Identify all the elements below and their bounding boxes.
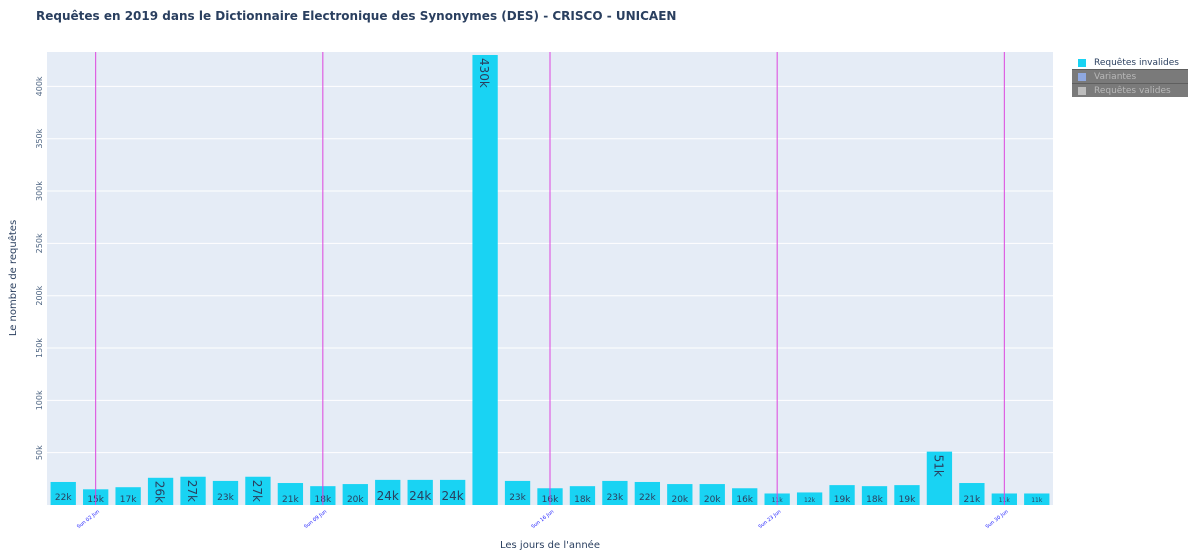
bar[interactable] <box>180 476 206 505</box>
bar[interactable] <box>569 486 596 505</box>
y-tick-label: 350k <box>35 128 44 148</box>
bar[interactable] <box>504 480 531 505</box>
x-tick-label: Sun 23 Jun <box>758 509 783 530</box>
y-tick-label: 300k <box>35 181 44 201</box>
bar[interactable] <box>277 483 304 505</box>
bar[interactable] <box>829 485 855 505</box>
y-axis-ticks: 50k 100k 150k 200k 250k 300k 350k 400k <box>35 76 44 460</box>
bar[interactable] <box>212 480 239 505</box>
bar[interactable] <box>50 481 76 505</box>
x-tick-label: Sun 09 Jun <box>303 509 328 530</box>
legend-swatch <box>1078 72 1086 81</box>
bar-data-label: 24k <box>409 489 431 503</box>
legend-item-requetes-valides[interactable]: Requêtes valides <box>1072 83 1188 97</box>
bar-data-label: 22k <box>639 493 656 503</box>
bar-data-label: 18k <box>866 495 883 505</box>
bar[interactable] <box>375 479 401 505</box>
bar-data-label: 18k <box>574 495 591 505</box>
bar[interactable] <box>115 487 141 505</box>
bar[interactable] <box>667 484 693 505</box>
bar-data-label: 24k <box>442 489 464 503</box>
bar-data-label: 20k <box>671 495 688 505</box>
bar-data-label: 22k <box>55 493 72 503</box>
x-axis-label: Les jours de l'année <box>500 539 600 551</box>
bar[interactable] <box>439 479 466 505</box>
bar[interactable] <box>699 484 725 505</box>
bar-data-label: 19k <box>834 495 851 505</box>
y-tick-label: 150k <box>35 338 44 358</box>
bar-data-label: 11k <box>1031 497 1043 504</box>
legend: Requêtes invalides Variantes Requêtes va… <box>1072 56 1188 97</box>
y-axis-label: Le nombre de requêtes <box>7 220 19 336</box>
week-markers <box>95 52 1005 505</box>
bar-data-label: 26k <box>153 481 167 503</box>
bar[interactable] <box>342 484 368 505</box>
bar-data-label: 17k <box>120 495 137 505</box>
x-tick-label: Sun 16 Jun <box>530 509 555 530</box>
x-axis-ticks: Sun 02 Jun Sun 09 Jun Sun 16 Jun Sun 23 Jun… <box>76 509 1010 530</box>
legend-label: Requêtes invalides <box>1094 57 1179 68</box>
bar[interactable] <box>959 483 985 505</box>
bar-data-label: 27k <box>250 480 264 502</box>
bar-data-label: 20k <box>347 495 364 505</box>
bar[interactable] <box>147 477 174 505</box>
legend-label: Variantes <box>1094 71 1137 82</box>
bar-data-label: 19k <box>899 495 916 505</box>
bar[interactable] <box>602 480 628 505</box>
bar-data-label: 24k <box>377 489 399 503</box>
bar-data-label: 12k <box>804 497 816 504</box>
bar[interactable] <box>472 55 498 505</box>
legend-swatch <box>1078 58 1086 67</box>
x-tick-label: Sun 30 Jun <box>985 509 1010 530</box>
bar-data-label: 20k <box>704 495 721 505</box>
bar[interactable] <box>894 485 920 505</box>
x-tick-label: Sun 02 Jun <box>76 509 101 530</box>
bar-data-label: 23k <box>509 493 526 503</box>
chart-title: Requêtes en 2019 dans le Dictionnaire El… <box>36 9 677 23</box>
y-tick-label: 400k <box>35 76 44 96</box>
y-tick-label: 100k <box>35 390 44 410</box>
bar[interactable] <box>926 451 953 505</box>
bar-data-label: 16k <box>736 495 753 505</box>
legend-item-requetes-invalides[interactable]: Requêtes invalides <box>1072 56 1188 69</box>
bar-data-label: 21k <box>282 495 299 505</box>
bar[interactable] <box>861 486 888 505</box>
legend-swatch <box>1078 86 1086 95</box>
bar[interactable] <box>634 481 661 505</box>
bar[interactable] <box>407 479 433 505</box>
bar-data-label: 21k <box>964 495 981 505</box>
bar-data-label: 27k <box>185 480 199 502</box>
legend-label: Requêtes valides <box>1094 85 1171 96</box>
y-tick-label: 50k <box>35 445 44 460</box>
bar-data-label: 51k <box>931 455 945 477</box>
bar[interactable] <box>796 492 823 505</box>
bar-data-label: 23k <box>607 493 624 503</box>
y-tick-label: 250k <box>35 233 44 253</box>
bar[interactable] <box>732 488 758 505</box>
y-tick-label: 200k <box>35 285 44 305</box>
bar-data-label: 430k <box>477 58 491 88</box>
bar[interactable] <box>1024 493 1050 505</box>
bar-data-label: 23k <box>217 493 234 503</box>
legend-item-variantes[interactable]: Variantes <box>1072 69 1188 83</box>
bar[interactable] <box>245 476 271 505</box>
